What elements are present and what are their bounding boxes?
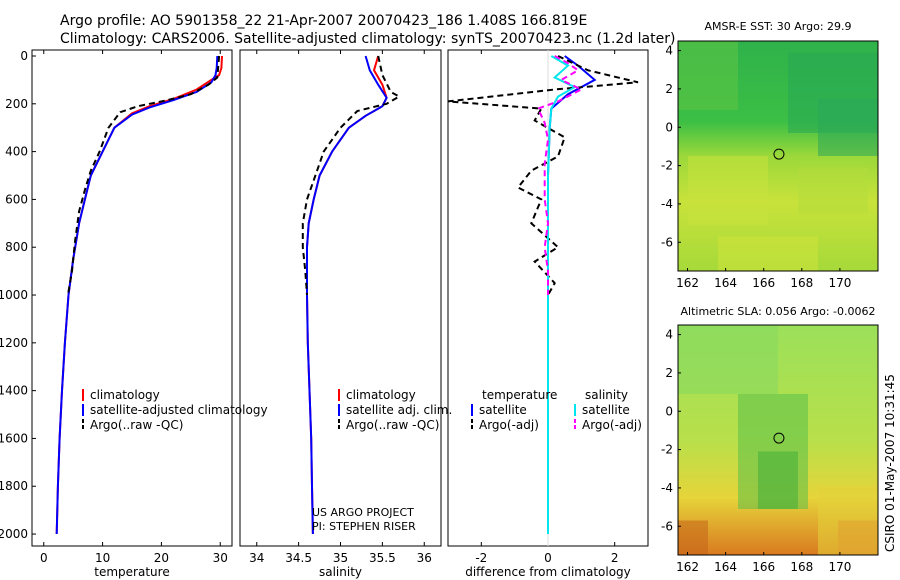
- temperature-ytick-label: 0: [20, 49, 28, 63]
- sla_map-ytick-label: 4: [665, 328, 673, 342]
- sla_map-field-patch: [758, 451, 798, 509]
- sla_map-ytick-label: -6: [661, 519, 673, 533]
- sst_map-axes-box: [677, 40, 879, 272]
- temperature-legend-label: climatology: [90, 388, 160, 402]
- sla_map-ytick-label: -2: [661, 443, 673, 457]
- salinity-xtick-label: 34: [249, 551, 264, 565]
- sst_map-ytick-label: 0: [665, 120, 673, 134]
- sla_map-field-patch: [678, 520, 708, 555]
- difference-xtick-label: -2: [475, 551, 487, 565]
- difference-legend-label: satellite: [582, 403, 630, 417]
- sla_map-xtick-label: 170: [828, 560, 851, 574]
- temperature-series-line: [55, 55, 219, 535]
- temperature-ytick-label: 2000: [0, 527, 28, 541]
- sst_map-ytick-label: 4: [665, 44, 673, 58]
- salinity-annotation: PI: STEPHEN RISER: [312, 520, 416, 533]
- sst_map-field-patch: [688, 156, 768, 225]
- sst_map-xtick-label: 162: [676, 276, 699, 290]
- sla_map-xtick-label: 168: [790, 560, 813, 574]
- sst_map-xtick-label: 166: [752, 276, 775, 290]
- sla_map-title: Altimetric SLA: 0.056 Argo: -0.0062: [681, 305, 876, 318]
- sla_map-field-patch: [838, 520, 878, 555]
- sst_map-title: AMSR-E SST: 30 Argo: 29.9: [704, 20, 851, 33]
- difference-legend-label: satellite: [479, 403, 527, 417]
- sla_map-ytick-label: -4: [661, 481, 673, 495]
- difference-series-line: [536, 55, 584, 295]
- temperature-legend-label: satellite-adjusted climatology: [90, 403, 268, 417]
- temperature-ytick-label: 1200: [0, 336, 28, 350]
- temperature-ytick-label: 800: [5, 240, 28, 254]
- difference-xtick-label: 2: [611, 551, 619, 565]
- difference-xlabel: difference from climatology: [465, 565, 631, 579]
- difference-series-line: [547, 55, 577, 534]
- salinity-xtick-label: 35.5: [369, 551, 396, 565]
- sst_map-argo-marker: [773, 148, 785, 160]
- temperature-ytick-label: 1800: [0, 479, 28, 493]
- temperature-axes-box: [31, 49, 233, 547]
- salinity-xtick-label: 36: [417, 551, 432, 565]
- temperature-ytick-label: 400: [5, 145, 28, 159]
- temperature-ytick-label: 600: [5, 192, 28, 206]
- salinity-xtick-label: 34.5: [285, 551, 312, 565]
- temperature-ytick-label: 200: [5, 97, 28, 111]
- footer-timestamp: CSIRO 01-May-2007 10:31:45: [883, 374, 897, 552]
- sst_map-ytick-label: -2: [661, 159, 673, 173]
- difference-series-line: [447, 55, 639, 296]
- panel-sla_map: Altimetric SLA: 0.056 Argo: -0.0062 162 16…: [661, 305, 879, 574]
- panel-temperature: 0 10 20 30 0 200 400 600 800 1000 1200 1400 1600 1800…: [0, 49, 268, 579]
- temperature-legend-label: Argo(..raw -QC): [90, 418, 183, 432]
- sst_map-field-patch: [798, 167, 868, 214]
- salinity-series-line: [306, 55, 388, 535]
- salinity-legend-label: Argo(..raw -QC): [346, 418, 439, 432]
- difference-legend-label: Argo(-adj): [582, 418, 642, 432]
- sla_map-field-patch: [678, 325, 778, 394]
- salinity-series-line: [301, 55, 402, 296]
- sst_map-ytick-label: -6: [661, 235, 673, 249]
- difference-legend-label: salinity: [585, 388, 628, 402]
- salinity-xlabel: salinity: [319, 565, 362, 579]
- salinity-xtick-label: 35: [333, 551, 348, 565]
- temperature-xtick-label: 10: [95, 551, 110, 565]
- temperature-xtick-label: 30: [213, 551, 228, 565]
- difference-legend-label: temperature: [482, 388, 557, 402]
- salinity-series-line: [306, 55, 388, 535]
- figure-title-line1: Argo profile: AO 5901358_22 21-Apr-2007 …: [60, 13, 588, 29]
- sst_map-field-patch: [718, 236, 818, 271]
- difference-xtick-label: 0: [544, 551, 552, 565]
- salinity-axes-box: [239, 49, 442, 547]
- temperature-xlabel: temperature: [94, 565, 169, 579]
- temperature-series-line: [55, 55, 223, 535]
- temperature-series-line: [66, 55, 221, 296]
- sla_map-ytick-label: 2: [665, 366, 673, 380]
- sst_map-xtick-label: 170: [828, 276, 851, 290]
- salinity-legend-label: climatology: [346, 388, 416, 402]
- temperature-ytick-label: 1600: [0, 431, 28, 445]
- sla_map-ytick-label: 0: [665, 404, 673, 418]
- sst_map-field-patch: [678, 41, 738, 110]
- temperature-xtick-label: 0: [40, 551, 48, 565]
- salinity-legend-label: satellite adj. clim.: [346, 403, 452, 417]
- sst_map-ytick-label: -4: [661, 197, 673, 211]
- sst_map-ytick-label: 2: [665, 82, 673, 96]
- panel-sst_map: AMSR-E SST: 30 Argo: 29.9 162 164 166 168 170…: [661, 20, 879, 290]
- panel-salinity: 34 34.5 35 35.5 36 salinity climatologysatelli…: [239, 49, 452, 579]
- sla_map-xtick-label: 164: [714, 560, 737, 574]
- difference-legend-label: Argo(-adj): [479, 418, 539, 432]
- sst_map-xtick-label: 168: [790, 276, 813, 290]
- sla_map-xtick-label: 166: [752, 560, 775, 574]
- temperature-xtick-label: 20: [154, 551, 169, 565]
- sla_map-argo-marker: [773, 432, 785, 444]
- temperature-ytick-label: 1400: [0, 384, 28, 398]
- difference-series-line: [547, 55, 597, 534]
- sst_map-xtick-label: 164: [714, 276, 737, 290]
- sst_map-field-patch: [818, 98, 878, 156]
- salinity-annotation: US ARGO PROJECT: [312, 506, 414, 519]
- sla_map-axes-box: [677, 324, 879, 556]
- sla_map-xtick-label: 162: [676, 560, 699, 574]
- temperature-ytick-label: 1000: [0, 288, 28, 302]
- figure-title-line2: Climatology: CARS2006. Satellite-adjuste…: [60, 31, 676, 47]
